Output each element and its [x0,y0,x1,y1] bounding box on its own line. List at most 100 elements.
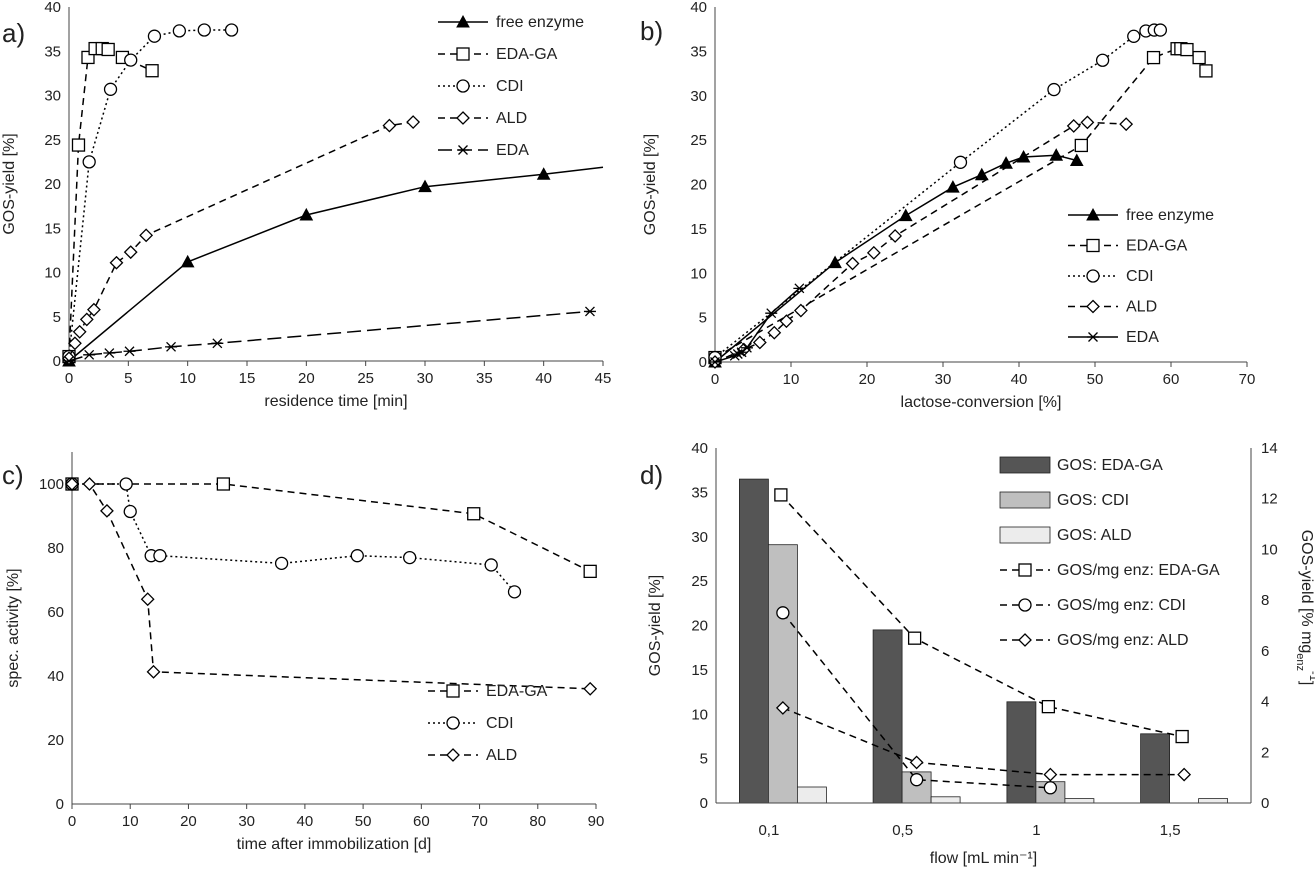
panel-b-point-ald [779,314,794,329]
panel-c-point-cdi [153,549,167,563]
panel-d-category-label: 0,1 [758,822,779,839]
panel-a-point-free-enzyme [536,167,551,180]
panel-d-y2tick-label: 12 [1261,491,1278,508]
panel-c-xtick-label: 0 [68,813,76,830]
panel-c-chart: 0 20 40 60 80 100 0 10 20 30 40 50 60 70 80 90 time afte… [2,452,604,853]
panel-a-ytick-label: 30 [44,88,61,105]
panel-a-chart: 0 5 10 15 20 25 30 35 40 0 5 10 15 20 25 30 35 40 45 reside… [1,0,611,410]
panel-a-point-ald [72,324,87,339]
panel-a-xtick-label: 0 [65,370,73,387]
panel-d-y2-axis-title: GOS-yield [% mgenz-1] [1294,530,1315,686]
panel-a-point-cdi [82,155,96,169]
panel-c-panel-label: c) [2,460,24,490]
panel-c-point-cdi [484,558,498,572]
panel-a-legend-marker-eda-ga [456,47,470,61]
panel-a-y-axis-title: GOS-yield [%] [1,133,18,234]
panel-b-point-ald [793,303,808,318]
panel-c-point-cdi [123,504,137,519]
panel-a-series-line-ald [68,121,414,359]
panel-d-series-line-gos-mg-enz-eda-ga [780,494,1183,738]
panel-b-xtick-label: 40 [1011,371,1028,388]
panel-d-chart: 0 5 10 15 20 25 30 35 40 0 2 4 6 8 10 12 14 0,1 0,5 1 1,5 flo… [640,440,1315,867]
panel-c-xtick-label: 60 [413,813,430,830]
panel-d-ytick-label: 10 [691,706,708,723]
panel-b-ytick-label: 30 [690,88,707,105]
panel-c-point-cdi [403,550,417,565]
panel-d-bar-gos-ald [930,796,961,804]
panel-d-category-label: 1 [1032,822,1040,839]
panel-d-series-line-gos-mg-enz-cdi [782,612,1051,789]
panel-d-bar-gos-eda-ga [739,478,769,804]
panel-c-series-line-eda-ga [72,483,591,573]
panel-d-y-axis-title: GOS-yield [%] [647,575,664,676]
panel-d-point-gos-mg-enz-eda-ga [907,631,922,645]
panel-b-point-free-enzyme [1069,153,1084,167]
panel-d-point-gos-mg-enz-eda-ga [1041,699,1056,714]
panel-d-bar-gos-ald [1064,798,1095,804]
panel-a-point-cdi [197,23,211,37]
panel-a-point-free-enzyme [418,179,432,193]
panel-c-point-ald [583,681,598,696]
panel-b-point-free-enzyme [898,208,913,222]
panel-b-point-free-enzyme [974,167,989,181]
panel-a-point-eda-ga [145,64,159,78]
panel-a-point-ald [382,118,397,133]
panel-a-point-free-enzyme [180,254,195,268]
panel-d-y2tick-label: 0 [1261,795,1269,812]
panel-a-point-cdi [124,53,138,67]
panel-d-category-label: 1,5 [1160,822,1181,839]
panel-b-point-eda-ga [1192,50,1206,65]
panel-b-legend-label-cdi: CDI [1126,268,1154,285]
panel-a-xtick-label: 35 [476,370,493,387]
panel-c-x-axis-title: time after immobilization [d] [237,836,432,853]
panel-c-point-cdi [274,556,289,571]
panel-b-legend-label-free-enzyme: free enzyme [1126,207,1214,224]
panel-d-ytick-label: 40 [691,440,708,457]
panel-d-ytick-label: 0 [700,795,708,812]
panel-d-legend-label-gos-eda-ga: GOS: EDA-GA [1057,457,1163,474]
panel-d-y2-axis-title-sup: -1 [1307,671,1315,681]
panel-b-point-free-enzyme [999,156,1013,169]
panel-b-point-free-enzyme [828,255,842,269]
panel-a-series-line-eda [68,310,590,362]
panel-b-point-cdi [1153,23,1168,37]
panel-d-point-gos-mg-enz-eda-ga [1175,729,1189,744]
panel-b-xtick-label: 20 [859,371,876,388]
panel-b-point-ald [767,325,782,340]
panel-d-point-gos-mg-enz-ald [775,700,790,715]
panel-b-xtick-label: 10 [783,371,800,388]
panel-b-ytick-label: 15 [690,221,707,238]
panel-b-legend-marker-free-enzyme [1086,207,1100,221]
panel-d-legend-swatch-gos-ald [999,526,1051,544]
panel-d-point-gos-mg-enz-cdi [1043,781,1058,795]
panel-d-bar-gos-eda-ga [872,629,903,804]
panel-c-point-cdi [507,585,522,599]
panel-a-series-line-free-enzyme [68,166,604,362]
panel-a-legend-marker-cdi [456,79,470,93]
panel-d-x-axis-title: flow [mL min⁻¹] [930,850,1037,867]
panel-d-legend-marker-gos-mg-enz-ald [1018,633,1032,647]
panel-b-point-ald [1080,115,1095,130]
panel-b-ytick-label: 20 [690,177,707,194]
panel-a-point-ald [139,228,154,243]
panel-b-legend-label-ald: ALD [1126,299,1157,316]
panel-d-bar-gos-eda-ga [1006,701,1037,804]
panel-c-point-ald [100,503,114,518]
panel-a-ytick-label: 0 [53,353,61,370]
panel-b-legend-label-eda: EDA [1126,329,1159,346]
panel-a-xtick-label: 45 [595,370,612,387]
panel-d-ytick-label: 5 [700,751,708,768]
panel-c-point-cdi [350,549,364,563]
panel-a-ytick-label: 25 [44,132,61,149]
panel-b-point-free-enzyme [946,180,960,193]
panel-a-point-ald [79,312,94,327]
panel-b-point-cdi [1047,82,1061,97]
panel-c-legend-label-cdi: CDI [486,715,514,732]
panel-a-panel-label: a) [2,18,25,48]
panel-a-point-eda [63,356,75,366]
panel-b-xtick-label: 60 [1163,371,1180,388]
panel-b-xtick-label: 30 [935,371,952,388]
panel-b-point-cdi [953,155,968,169]
panel-d-y2tick-label: 6 [1261,643,1269,660]
panel-a-legend-label-cdi: CDI [496,78,524,95]
